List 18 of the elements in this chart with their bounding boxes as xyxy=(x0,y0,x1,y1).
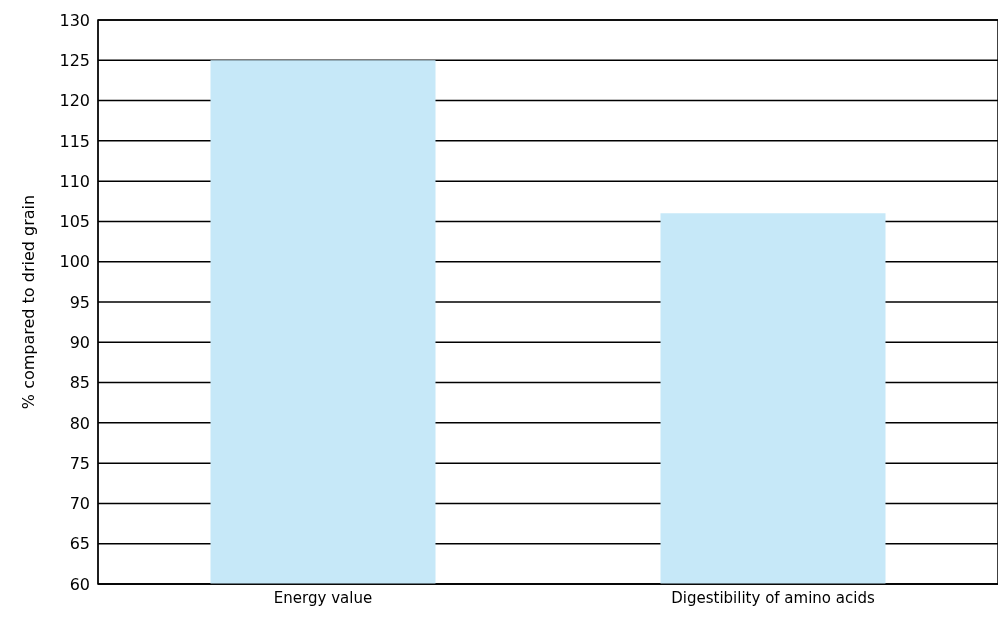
y-tick-label: 95 xyxy=(69,292,90,312)
y-tick-label: 75 xyxy=(69,453,90,473)
y-tick-label: 130 xyxy=(59,10,90,30)
y-tick-label: 70 xyxy=(69,494,90,514)
y-tick-label: 80 xyxy=(69,413,90,433)
x-tick-label: Energy value xyxy=(273,588,373,607)
x-tick-label: Digestibility of amino acids xyxy=(671,588,875,607)
y-tick-label: 110 xyxy=(59,171,90,191)
y-tick-label: 90 xyxy=(69,332,90,352)
y-tick-label: 115 xyxy=(59,131,90,151)
y-tick-label: 105 xyxy=(59,212,90,232)
y-tick-label: 125 xyxy=(59,50,90,70)
y-axis-title: % compared to dried grain xyxy=(18,194,38,410)
y-tick-label: 60 xyxy=(69,574,90,594)
y-tick-label: 120 xyxy=(59,91,90,111)
y-tick-label: 85 xyxy=(69,373,90,393)
y-tick-label: 100 xyxy=(59,252,90,272)
y-tick-label: 65 xyxy=(69,534,90,554)
